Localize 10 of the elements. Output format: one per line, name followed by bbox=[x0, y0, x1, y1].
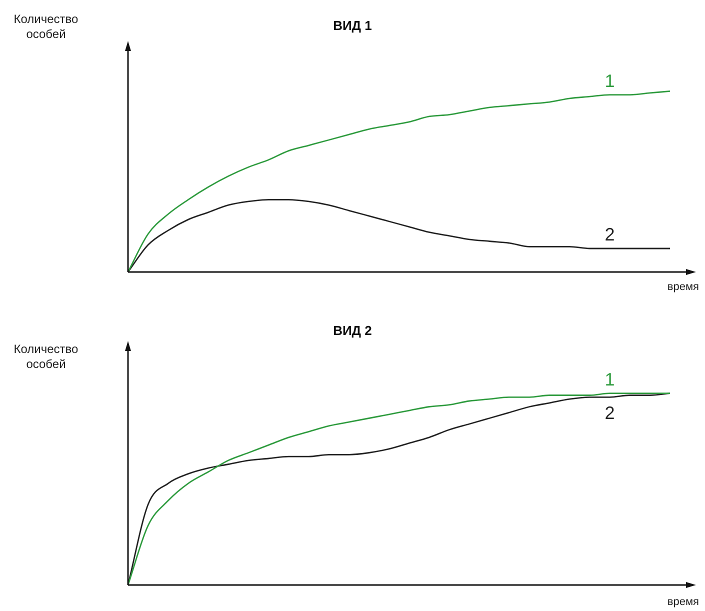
series-label: 2 bbox=[604, 224, 615, 244]
y-axis-title: Количество особей bbox=[12, 12, 80, 42]
chart-title: ВИД 1 bbox=[333, 18, 372, 33]
y-axis-title: Количество особей bbox=[12, 342, 80, 372]
series-label: 1 bbox=[604, 70, 615, 91]
chart-title: ВИД 2 bbox=[332, 323, 373, 338]
series-label: 2 bbox=[604, 403, 615, 424]
x-axis-title: время bbox=[667, 596, 699, 608]
series-label: 1 bbox=[604, 369, 615, 390]
x-axis-title: время bbox=[667, 281, 699, 293]
